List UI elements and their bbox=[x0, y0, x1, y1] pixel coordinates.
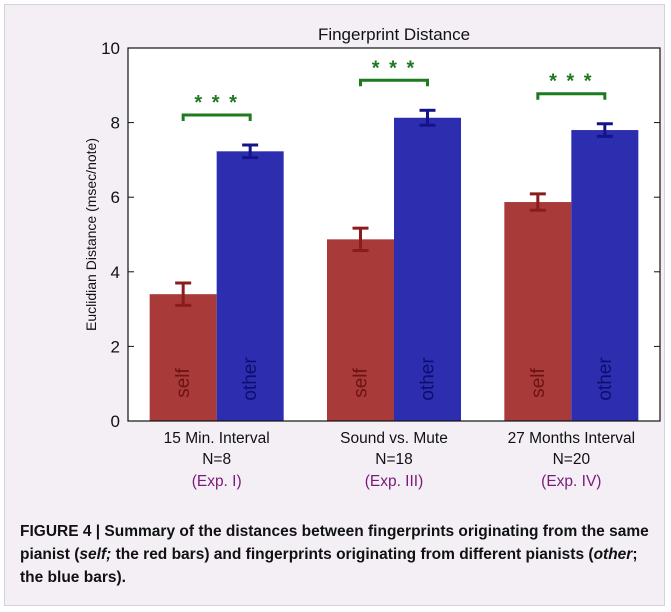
group-n-label: N=8 bbox=[202, 451, 231, 468]
chart-title: Fingerprint Distance bbox=[318, 25, 470, 44]
bar-self bbox=[327, 239, 394, 421]
caption-middle: the red bars) and fingerprints originati… bbox=[111, 546, 594, 563]
group-exp-label: (Exp. IV) bbox=[541, 473, 601, 490]
figure-caption: FIGURE 4 | Summary of the distances betw… bbox=[20, 520, 650, 589]
bar-self bbox=[149, 294, 217, 421]
bar-other bbox=[394, 117, 461, 421]
bar-chart: Fingerprint Distance Euclidian Distance (… bbox=[83, 25, 661, 490]
group-label: 27 Months Interval bbox=[508, 430, 636, 447]
group-label: Sound vs. Mute bbox=[340, 430, 448, 447]
significance-stars: * * * bbox=[549, 71, 593, 93]
bar-label-other: other bbox=[595, 357, 616, 401]
bar-label-other: other bbox=[418, 357, 439, 401]
significance-bracket bbox=[536, 92, 607, 100]
y-tick-label: 0 bbox=[111, 412, 120, 431]
y-tick-label: 6 bbox=[111, 188, 120, 207]
significance-stars: * * * bbox=[372, 57, 416, 79]
caption-self-word: self; bbox=[79, 546, 112, 563]
significance-bracket bbox=[181, 113, 252, 121]
y-tick-label: 4 bbox=[111, 263, 120, 282]
significance-stars: * * * bbox=[194, 92, 238, 114]
caption-other-word: other bbox=[593, 546, 633, 563]
y-tick-label: 10 bbox=[101, 39, 120, 58]
significance-bracket bbox=[359, 78, 429, 87]
group-n-label: N=18 bbox=[375, 451, 413, 468]
bar-label-other: other bbox=[240, 357, 261, 401]
group-label: 15 Min. Interval bbox=[164, 430, 270, 447]
bar-label-self: self bbox=[351, 368, 372, 398]
y-tick-label: 2 bbox=[111, 337, 120, 356]
bar-other bbox=[571, 130, 639, 421]
caption-prefix: FIGURE 4 | Summary of the distances betw… bbox=[20, 523, 649, 563]
y-tick-label: 8 bbox=[111, 114, 120, 133]
bar-label-self: self bbox=[173, 368, 194, 398]
y-axis-label: Euclidian Distance (msec/note) bbox=[83, 138, 99, 331]
plot-frame bbox=[127, 47, 661, 422]
bar-label-self: self bbox=[528, 368, 549, 398]
caption-suffix: ; the blue bars). bbox=[20, 546, 638, 586]
group-exp-label: (Exp. I) bbox=[192, 473, 242, 490]
group-exp-label: (Exp. III) bbox=[365, 473, 424, 490]
bar-other bbox=[216, 151, 284, 422]
group-n-label: N=20 bbox=[553, 451, 591, 468]
bar-self bbox=[504, 202, 572, 421]
